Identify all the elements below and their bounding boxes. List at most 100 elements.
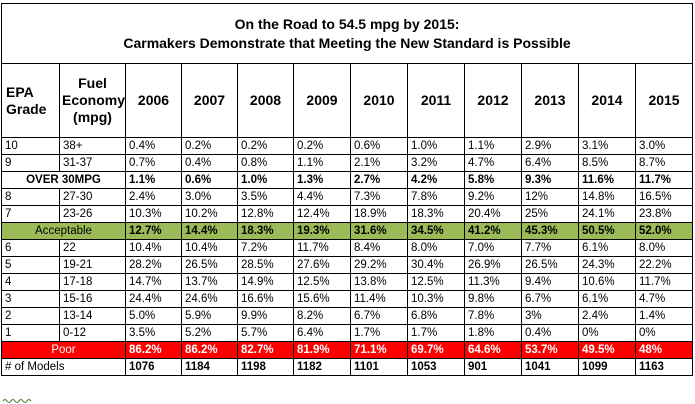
percent-cell: 24.6% xyxy=(181,290,238,308)
mpg-range-cell: 22 xyxy=(59,239,126,257)
percent-cell: 50.5% xyxy=(578,222,636,240)
percent-cell: 9.9% xyxy=(237,307,294,325)
header-year: 2011 xyxy=(407,63,465,138)
percent-cell: 6.7% xyxy=(350,307,408,325)
poor-row: Poor 86.2% 86.2% 82.7% 81.9% 71.1% 69.7% 64.6% 5… xyxy=(1,341,694,359)
percent-cell: 6.8% xyxy=(407,307,465,325)
percent-cell: 8.7% xyxy=(634,154,694,172)
percent-cell: 28.2% xyxy=(125,256,182,274)
header-grade-line-2: Grade xyxy=(6,100,47,117)
percent-cell: 5.0% xyxy=(125,307,182,325)
percent-cell: 1.8% xyxy=(464,324,522,342)
title-row: On the Road to 54.5 mpg by 2015: Carmake… xyxy=(0,3,694,64)
percent-cell: 1.7% xyxy=(407,324,465,342)
percent-cell: 12.8% xyxy=(237,205,294,223)
models-row: # of Models 1076 1184 1198 1182 1101 1053 901 10… xyxy=(1,358,694,376)
percent-cell: 0% xyxy=(634,324,694,342)
header-economy-line-3: (mpg) xyxy=(73,109,112,125)
summary-row: OVER 30MPG 1.1% 0.6% 1.0% 1.3% 2.7% 4.2% 5.8% 9.… xyxy=(1,171,694,189)
table-title: On the Road to 54.5 mpg by 2015: Carmake… xyxy=(0,3,694,64)
percent-cell: 0.2% xyxy=(181,137,238,155)
percent-cell: 14.7% xyxy=(125,273,182,291)
table-row: 4 17-18 14.7% 13.7% 14.9% 12.5% 13.8% 12.5% 11.3… xyxy=(1,273,694,291)
percent-cell: 4.7% xyxy=(634,290,694,308)
percent-cell: 5.8% xyxy=(464,171,522,189)
mpg-range-cell: 13-14 xyxy=(59,307,126,325)
percent-cell: 1.0% xyxy=(237,171,294,189)
model-count-cell: 1053 xyxy=(407,358,465,376)
percent-cell: 16.5% xyxy=(634,188,694,206)
percent-cell: 9.4% xyxy=(521,273,579,291)
percent-cell: 3.0% xyxy=(181,188,238,206)
percent-cell: 31.6% xyxy=(350,222,408,240)
percent-cell: 30.4% xyxy=(407,256,465,274)
percent-cell: 0% xyxy=(578,324,636,342)
percent-cell: 7.0% xyxy=(464,239,522,257)
percent-cell: 24.1% xyxy=(578,205,636,223)
percent-cell: 6.4% xyxy=(521,154,579,172)
percent-cell: 11.6% xyxy=(578,171,636,189)
table-row: 2 13-14 5.0% 5.9% 9.9% 8.2% 6.7% 6.8% 7.8% 3% 2.4%… xyxy=(1,307,694,325)
percent-cell: 4.7% xyxy=(464,154,522,172)
header-year: 2012 xyxy=(464,63,522,138)
percent-cell: 6.7% xyxy=(521,290,579,308)
percent-cell: 8.2% xyxy=(293,307,351,325)
percent-cell: 9.3% xyxy=(521,171,579,189)
percent-cell: 86.2% xyxy=(125,341,182,359)
percent-cell: 7.3% xyxy=(350,188,408,206)
percent-cell: 41.2% xyxy=(464,222,522,240)
percent-cell: 0.2% xyxy=(293,137,351,155)
percent-cell: 3.0% xyxy=(634,137,694,155)
epa-grade-cell: 7 xyxy=(1,205,60,223)
header-epa-grade: EPA Grade xyxy=(1,63,60,138)
accept-row: Acceptable 12.7% 14.4% 18.3% 19.3% 31.6% 34.5%… xyxy=(1,222,694,240)
percent-cell: 3.2% xyxy=(407,154,465,172)
epa-grade-cell: 6 xyxy=(1,239,60,257)
epa-grade-cell: 9 xyxy=(1,154,60,172)
percent-cell: 10.4% xyxy=(125,239,182,257)
percent-cell: 3.5% xyxy=(237,188,294,206)
percent-cell: 2.4% xyxy=(125,188,182,206)
percent-cell: 69.7% xyxy=(407,341,465,359)
percent-cell: 8.0% xyxy=(634,239,694,257)
header-year: 2010 xyxy=(350,63,408,138)
percent-cell: 11.7% xyxy=(634,273,694,291)
mpg-range-cell: 38+ xyxy=(59,137,126,155)
percent-cell: 8.5% xyxy=(578,154,636,172)
table-row: 6 22 10.4% 10.4% 7.2% 11.7% 8.4% 8.0% 7.0% 7.7% 6.… xyxy=(1,239,694,257)
header-fuel-economy: Fuel Economy (mpg) xyxy=(59,63,126,138)
percent-cell: 3% xyxy=(521,307,579,325)
model-count-cell: 1182 xyxy=(293,358,351,376)
mpg-range-cell: 17-18 xyxy=(59,273,126,291)
mpg-range-cell: 0-12 xyxy=(59,324,126,342)
model-count-cell: 1198 xyxy=(237,358,294,376)
percent-cell: 10.2% xyxy=(181,205,238,223)
model-count-cell: 1163 xyxy=(634,358,694,376)
percent-cell: 3.1% xyxy=(578,137,636,155)
percent-cell: 2.7% xyxy=(350,171,408,189)
percent-cell: 14.9% xyxy=(237,273,294,291)
percent-cell: 14.4% xyxy=(181,222,238,240)
percent-cell: 12.4% xyxy=(293,205,351,223)
header-year: 2013 xyxy=(521,63,579,138)
mpg-table-container: On the Road to 54.5 mpg by 2015: Carmake… xyxy=(0,3,694,403)
epa-grade-cell: 5 xyxy=(1,256,60,274)
percent-cell: 0.6% xyxy=(350,137,408,155)
poor-label: Poor xyxy=(1,341,126,359)
header-year: 2007 xyxy=(181,63,238,138)
header-year: 2008 xyxy=(237,63,294,138)
percent-cell: 15.6% xyxy=(293,290,351,308)
percent-cell: 0.4% xyxy=(521,324,579,342)
accept-label: Acceptable xyxy=(1,222,126,240)
model-count-cell: 1041 xyxy=(521,358,579,376)
percent-cell: 7.7% xyxy=(521,239,579,257)
model-count-cell: 901 xyxy=(464,358,522,376)
percent-cell: 25% xyxy=(521,205,579,223)
percent-cell: 1.1% xyxy=(293,154,351,172)
percent-cell: 12.7% xyxy=(125,222,182,240)
epa-grade-cell: 2 xyxy=(1,307,60,325)
table-row: 3 15-16 24.4% 24.6% 16.6% 15.6% 11.4% 10.3% 9.8%… xyxy=(1,290,694,308)
percent-cell: 5.9% xyxy=(181,307,238,325)
percent-cell: 10.4% xyxy=(181,239,238,257)
percent-cell: 19.3% xyxy=(293,222,351,240)
